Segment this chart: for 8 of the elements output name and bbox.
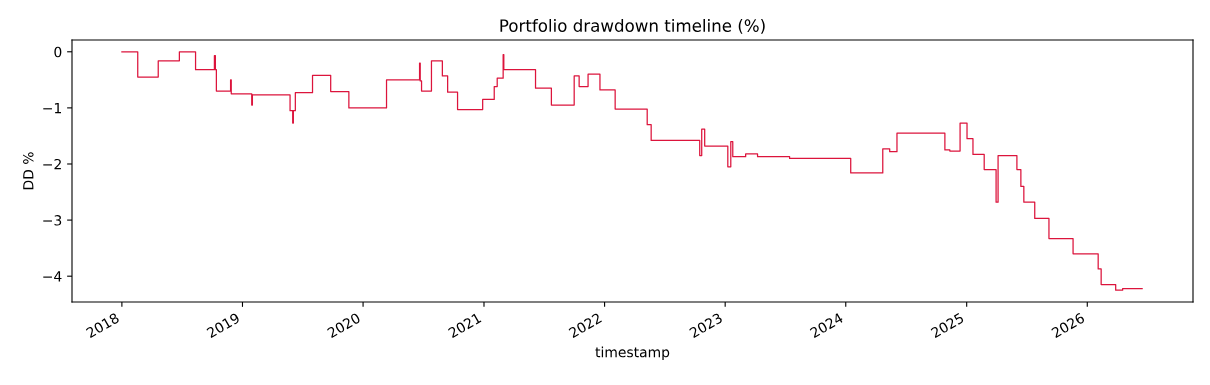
x-axis-title: timestamp bbox=[595, 346, 670, 361]
y-tick-label: −3 bbox=[43, 215, 62, 226]
y-tick-label: −2 bbox=[43, 158, 61, 170]
y-tick-label: 0 bbox=[54, 46, 62, 58]
y-tick-label: −1 bbox=[43, 103, 61, 114]
y-tick-label: −4 bbox=[43, 271, 62, 282]
y-axis-title: DD % bbox=[23, 152, 34, 190]
chart-title: Portfolio drawdown timeline (%) bbox=[500, 19, 765, 34]
